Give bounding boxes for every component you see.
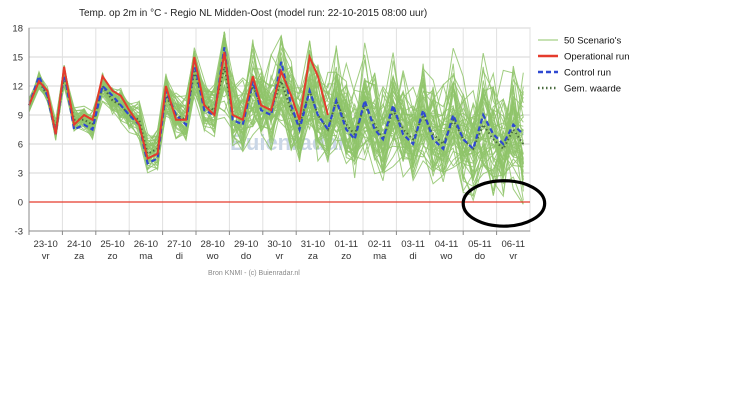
y-tick-label: 12 <box>12 82 23 93</box>
x-tick-date: 02-11 <box>368 239 392 250</box>
x-tick-date: 01-11 <box>335 239 359 250</box>
x-tick-day: zo <box>107 251 117 262</box>
y-tick-label: 18 <box>12 24 23 35</box>
scenario-line <box>28 34 524 157</box>
x-tick-day: wo <box>439 251 452 262</box>
x-tick-date: 23-10 <box>34 239 58 250</box>
annotation-ellipse <box>461 179 547 228</box>
highlight-ellipse <box>461 179 547 228</box>
y-tick-label: 9 <box>18 111 23 122</box>
y-tick-label: 15 <box>12 53 23 64</box>
x-tick-day: di <box>409 251 416 262</box>
legend-label: 50 Scenario's <box>564 36 622 47</box>
x-tick-date: 27-10 <box>167 239 191 250</box>
x-tick-day: do <box>241 251 252 262</box>
x-tick-date: 26-10 <box>134 239 158 250</box>
x-tick-date: 03-11 <box>401 239 425 250</box>
y-tick-label: -3 <box>15 227 23 238</box>
legend-label: Gem. waarde <box>564 84 621 95</box>
x-tick-date: 05-11 <box>468 239 492 250</box>
scenario-line <box>28 35 524 173</box>
x-tick-day: ma <box>373 251 387 262</box>
x-tick-date: 30-10 <box>267 239 291 250</box>
main-series <box>27 47 525 165</box>
x-tick-date: 29-10 <box>234 239 258 250</box>
source-credit: Bron KNMI - (c) Buienradar.nl <box>208 270 300 277</box>
x-tick-day: za <box>74 251 85 262</box>
x-tick-day: vr <box>509 251 517 262</box>
x-tick-day: zo <box>341 251 351 262</box>
x-tick-day: wo <box>206 251 219 262</box>
scenario-line <box>28 68 524 193</box>
y-tick-label: 6 <box>18 140 23 151</box>
legend: 50 Scenario's Operational run Control run G… <box>538 36 629 95</box>
x-tick-day: za <box>308 251 319 262</box>
x-tick-day: do <box>475 251 486 262</box>
mean-line <box>28 66 525 156</box>
x-tick-date: 06-11 <box>502 239 526 250</box>
legend-label: Control run <box>564 68 611 79</box>
x-tick-date: 04-11 <box>435 239 459 250</box>
scenario-line <box>28 31 524 156</box>
x-tick-date: 25-10 <box>100 239 124 250</box>
x-tick-day: di <box>176 251 183 262</box>
control-run-line <box>27 47 525 165</box>
y-tick-label: 3 <box>18 169 23 180</box>
legend-label: Operational run <box>564 52 629 63</box>
x-tick-day: ma <box>139 251 153 262</box>
y-tick-label: 0 <box>18 198 23 209</box>
operational-run-line <box>28 52 329 160</box>
chart-title: Temp. op 2m in °C - Regio NL Midden-Oost… <box>79 8 427 19</box>
axes: 1815129630-323-10vr24-10za25-10zo26-10ma… <box>12 24 530 262</box>
x-tick-date: 28-10 <box>201 239 225 250</box>
x-tick-day: vr <box>42 251 50 262</box>
x-tick-date: 31-10 <box>301 239 325 250</box>
x-tick-day: vr <box>276 251 284 262</box>
x-tick-date: 24-10 <box>67 239 91 250</box>
